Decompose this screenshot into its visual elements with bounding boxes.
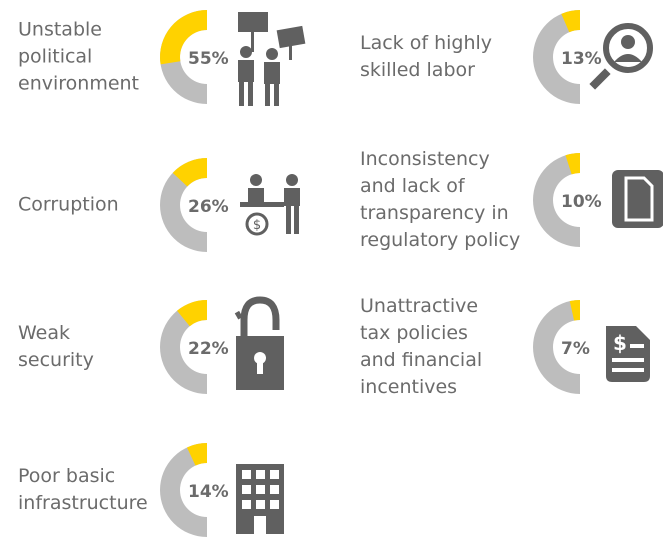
svg-text:$: $ bbox=[613, 331, 627, 355]
category-label: Inconsistency and lack of transparency i… bbox=[360, 148, 521, 251]
icon-building bbox=[236, 464, 284, 534]
gauge-track bbox=[160, 158, 207, 252]
category-label: Weak security bbox=[18, 322, 94, 371]
gauge-track bbox=[533, 10, 580, 104]
gauge-value bbox=[565, 153, 580, 175]
value-label: 7% bbox=[561, 339, 590, 359]
category-label: Lack of highly skilled labor bbox=[360, 32, 493, 81]
gauge-track bbox=[533, 300, 580, 394]
icon-lock bbox=[234, 296, 284, 390]
icon-document bbox=[612, 170, 663, 228]
category-label: Corruption bbox=[18, 193, 119, 216]
value-label: 14% bbox=[188, 482, 229, 502]
gauge-value bbox=[172, 158, 207, 187]
gauge-track bbox=[160, 300, 207, 394]
gauge-value bbox=[569, 300, 580, 321]
value-label: 22% bbox=[188, 339, 229, 359]
svg-text:$: $ bbox=[253, 218, 261, 233]
value-label: 55% bbox=[188, 49, 229, 69]
gauge-value bbox=[561, 10, 580, 33]
value-label: 26% bbox=[188, 197, 229, 217]
gauge-value bbox=[177, 300, 207, 327]
value-label: 10% bbox=[561, 192, 602, 212]
gauge-value bbox=[186, 442, 207, 466]
category-label: Unstable political environment bbox=[18, 18, 140, 95]
gauge-value bbox=[160, 10, 207, 65]
category-label: Poor basic infrastructure bbox=[18, 465, 148, 514]
gauge-track bbox=[160, 443, 207, 537]
icon-protest bbox=[238, 12, 306, 106]
category-label: Unattractive tax policies and financial … bbox=[360, 295, 483, 398]
gauge-track bbox=[533, 153, 580, 247]
icon-corruption: $ bbox=[240, 174, 300, 236]
icon-tax: $ bbox=[606, 326, 650, 382]
value-label: 13% bbox=[561, 49, 602, 69]
icon-search-person bbox=[589, 23, 653, 90]
